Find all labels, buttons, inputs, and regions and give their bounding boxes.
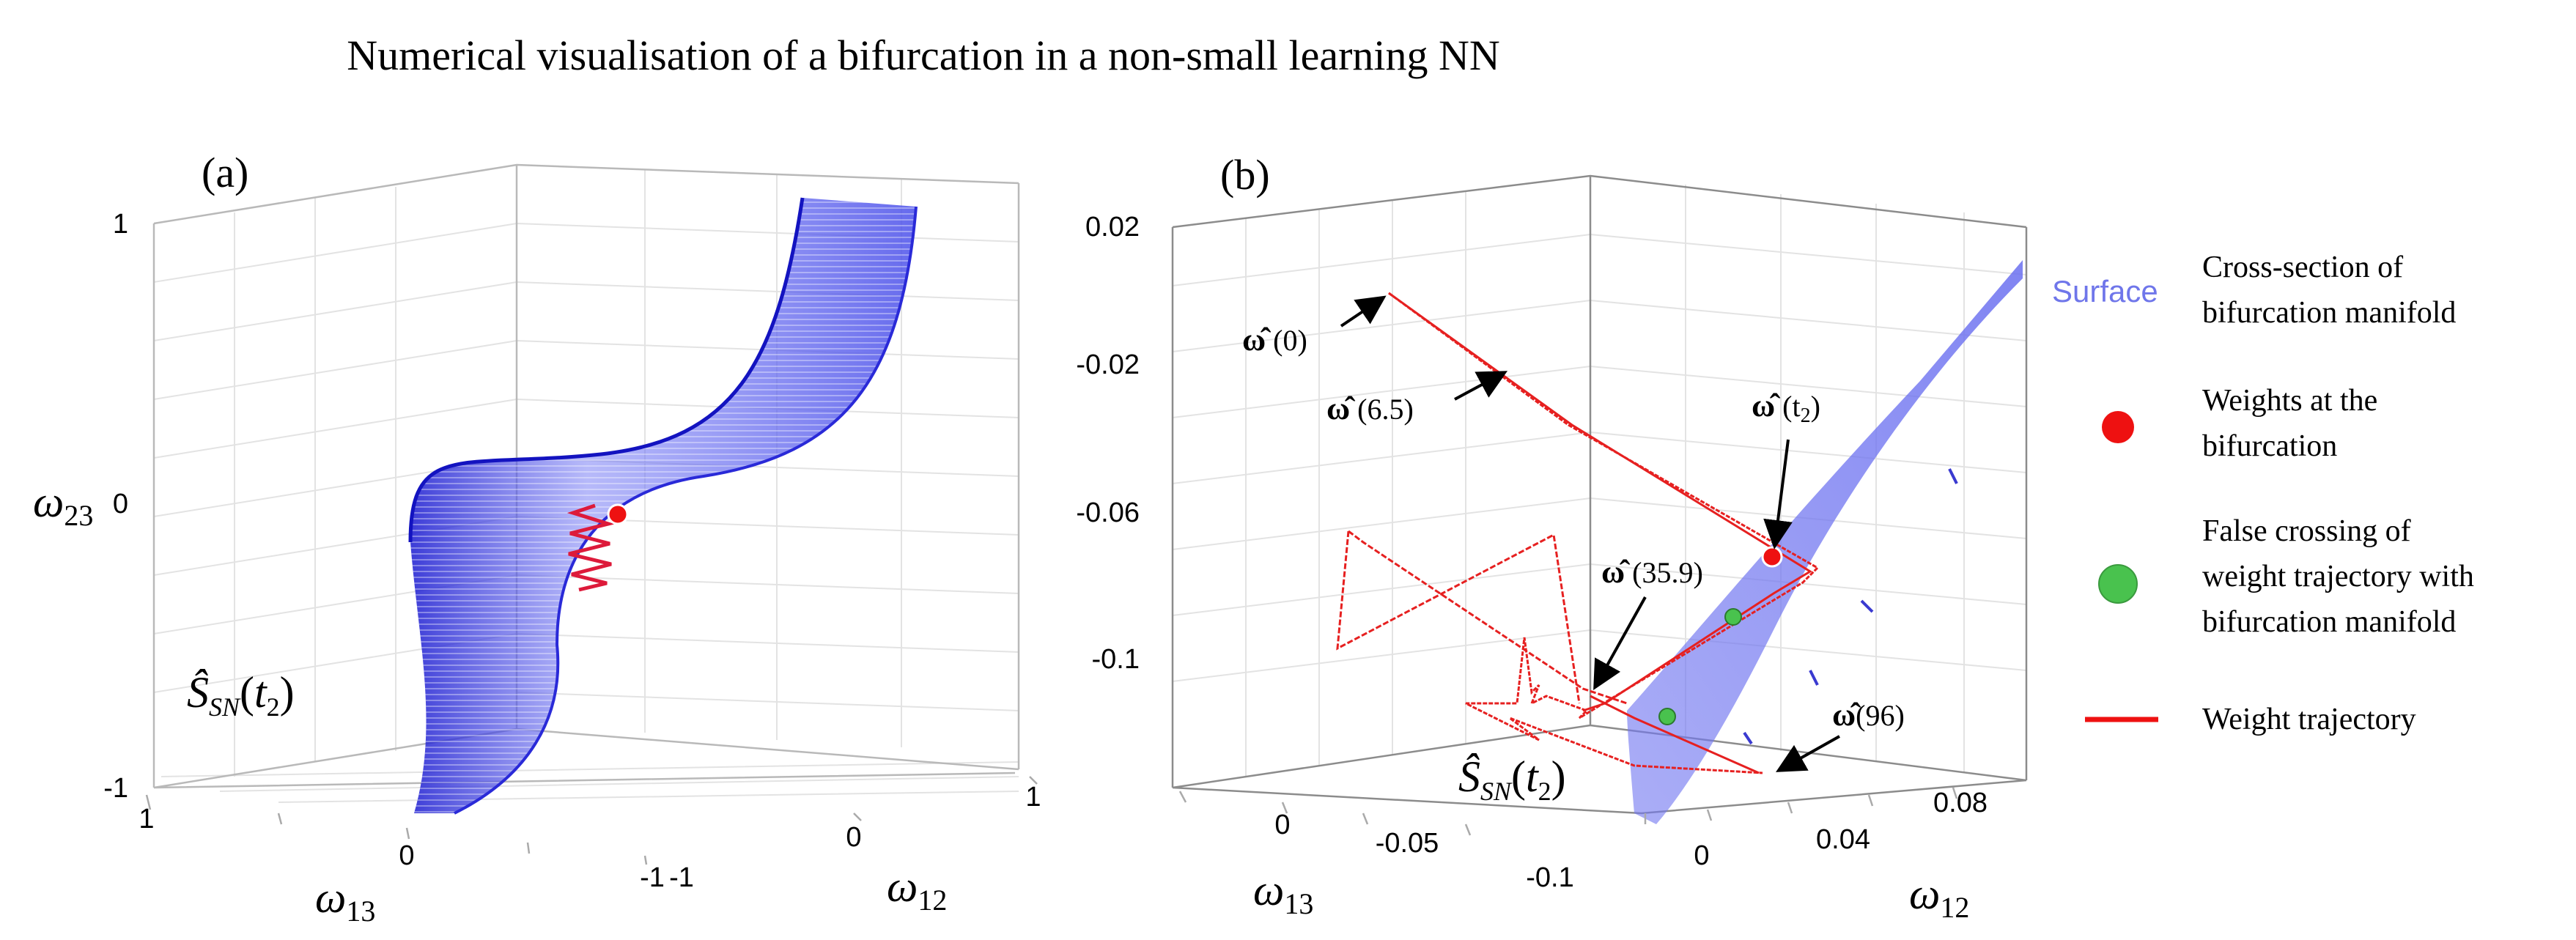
panel-b-false-crossing (1724, 608, 1742, 626)
panel-b-bifurcation-point (1761, 546, 1783, 568)
panel-a-y-tick: 1 (1025, 782, 1041, 813)
panel-b-trajectory (1388, 292, 1820, 774)
panel-b: (b) 0.02 -0.02 -0.06 -0.1 0 -0.05 -0.1 (1076, 151, 2028, 924)
panel-a-x-tick: -1 (640, 862, 665, 893)
panel-a-bifurcation-point (607, 503, 629, 525)
panel-a-x-tick: 1 (139, 804, 154, 834)
panel-b-z-tick: -0.02 (1076, 349, 1140, 380)
panel-b-y-tick: 0.04 (1816, 824, 1870, 855)
panel-a-z-tick: 0 (113, 489, 128, 519)
annotation-omega-6.5: ω̂ (6.5) (1326, 391, 1414, 426)
panel-b-y-axis-label: ω12 (1909, 870, 1969, 924)
panel-a-surface-label: ŜSN(t2) (187, 668, 295, 722)
panel-b-surface (1627, 260, 2023, 824)
legend-red-dot (2102, 411, 2134, 443)
panel-a-trajectory (567, 503, 616, 592)
legend: Surface Cross-section of bifurcation man… (2052, 251, 2474, 736)
legend-false-crossing-text: False crossing of (2202, 514, 2411, 548)
panel-b-label: (b) (1220, 151, 1270, 199)
annotation-omega-35.9: ω̂ (35.9) (1601, 554, 1703, 590)
panel-a-y-tick: -1 (669, 862, 694, 893)
panel-b-grid (1172, 175, 2027, 777)
panel-a-x-tick: 0 (399, 840, 414, 871)
legend-surface-key: Surface (2052, 274, 2158, 308)
legend-false-crossing-text: weight trajectory with (2202, 560, 2474, 593)
panel-b-z-tick: -0.1 (1092, 644, 1140, 675)
annotation-omega-0: ω̂ (0) (1242, 322, 1307, 358)
panel-b-y-tick: 0 (1694, 840, 1709, 871)
panel-b-z-tick: -0.06 (1076, 497, 1140, 528)
panel-b-surface-label: ŜSN(t2) (1458, 752, 1566, 806)
panel-a-x-axis-label: ω13 (315, 873, 375, 928)
panel-a: (a) 1 0 -1 ω23 ω13 ω12 1 0 -1 (33, 149, 1041, 928)
panel-a-frame (152, 163, 1020, 789)
figure-title: Numerical visualisation of a bifurcation… (347, 32, 1500, 79)
panel-a-surface (408, 197, 918, 815)
panel-a-z-tick: -1 (103, 773, 128, 804)
annotation-omega-96: ω̂(96) (1832, 697, 1905, 733)
annotation-omega-t2: ω̂ (t2) (1752, 388, 1820, 427)
legend-surface-text: bifurcation manifold (2202, 296, 2456, 330)
panel-b-x-tick: 0 (1274, 810, 1290, 840)
panel-a-label: (a) (202, 149, 248, 196)
legend-false-crossing-text: bifurcation manifold (2202, 605, 2456, 639)
panel-a-grid (153, 164, 1019, 803)
panel-b-x-tick: -0.1 (1526, 862, 1573, 893)
panel-b-y-tick: 0.08 (1933, 788, 1988, 818)
panel-b-x-tick: -0.05 (1376, 828, 1439, 859)
panel-b-false-crossing (1658, 708, 1676, 725)
legend-green-dot (2098, 564, 2138, 604)
panel-a-y-axis-label: ω12 (887, 862, 947, 917)
legend-surface-text: Cross-section of (2202, 251, 2403, 284)
panel-a-y-tick: 0 (846, 822, 861, 853)
legend-trajectory-text: Weight trajectory (2202, 703, 2416, 736)
panel-a-z-axis-label: ω23 (33, 478, 93, 532)
panel-a-z-tick: 1 (113, 209, 128, 240)
legend-bifurcation-text: bifurcation (2202, 429, 2337, 463)
panel-b-z-tick: 0.02 (1085, 212, 1140, 243)
legend-bifurcation-text: Weights at the (2202, 384, 2377, 418)
panel-b-x-axis-label: ω13 (1253, 866, 1313, 920)
